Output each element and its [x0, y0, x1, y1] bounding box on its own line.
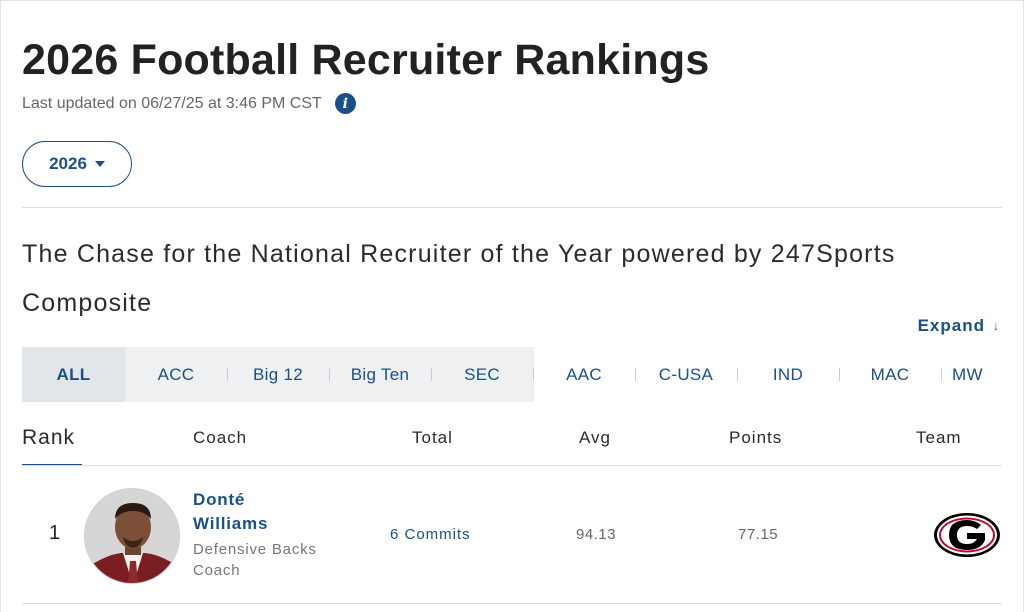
- tab-separator: [839, 368, 840, 381]
- tab-separator: [533, 368, 534, 381]
- tab-separator: [737, 368, 738, 381]
- tab-big-ten[interactable]: Big Ten: [350, 364, 410, 384]
- tab-separator: [635, 368, 636, 381]
- tab-separator: [227, 368, 228, 381]
- tab-ind[interactable]: IND: [772, 364, 804, 384]
- conference-tabs: ALL ACC Big 12 Big Ten SEC AAC C-USA IND…: [22, 347, 1002, 402]
- header-coach: Coach: [193, 428, 248, 447]
- header-team: Team: [916, 428, 962, 447]
- tab-separator: [941, 368, 942, 381]
- header-points[interactable]: Points: [729, 428, 783, 447]
- tab-mw[interactable]: MW: [952, 364, 983, 384]
- coach-name-link[interactable]: Donté Williams: [193, 490, 269, 533]
- commits-link[interactable]: 6 Commits: [390, 526, 471, 543]
- tab-separator: [431, 368, 432, 381]
- table-row: 1 Donté Williams Defensive Backs Coach 6…: [22, 466, 1002, 603]
- tab-big-12[interactable]: Big 12: [252, 364, 303, 384]
- tab-aac[interactable]: AAC: [566, 364, 602, 384]
- tab-mac[interactable]: MAC: [870, 364, 910, 384]
- divider: [22, 603, 1002, 604]
- tab-c-usa[interactable]: C-USA: [658, 364, 714, 384]
- avg-value: 94.13: [576, 526, 617, 543]
- row-rank: 1: [49, 522, 61, 544]
- info-icon[interactable]: i: [334, 93, 356, 114]
- expand-label: Expand: [917, 316, 985, 335]
- page-title: 2026 Football Recruiter Rankings: [22, 36, 710, 84]
- header-total[interactable]: Total: [412, 428, 453, 447]
- divider: [22, 207, 1002, 208]
- caret-down-icon: [94, 161, 105, 167]
- expand-link[interactable]: Expand ↓: [918, 316, 1000, 336]
- table-header: Rank Coach Total Avg Points Team: [22, 420, 1002, 466]
- section-title: The Chase for the National Recruiter of …: [22, 240, 896, 317]
- coach-role: Defensive Backs Coach: [193, 541, 317, 579]
- year-select[interactable]: 2026: [22, 141, 132, 187]
- header-rank[interactable]: Rank: [22, 426, 76, 449]
- tab-separator: [329, 368, 330, 381]
- year-select-value: 2026: [49, 154, 87, 173]
- tab-acc[interactable]: ACC: [157, 364, 195, 384]
- avatar[interactable]: [84, 488, 180, 584]
- last-updated: Last updated on 06/27/25 at 3:46 PM CST …: [22, 93, 356, 114]
- header-avg[interactable]: Avg: [579, 428, 611, 447]
- coach-photo: [85, 489, 179, 583]
- last-updated-text: Last updated on 06/27/25 at 3:46 PM CST: [22, 94, 322, 112]
- georgia-g-logo[interactable]: [933, 512, 1001, 558]
- arrow-down-icon: ↓: [993, 319, 1000, 333]
- points-value: 77.15: [738, 526, 779, 543]
- tab-all[interactable]: ALL: [22, 347, 125, 402]
- divider: [22, 465, 1002, 466]
- tab-sec[interactable]: SEC: [464, 364, 500, 384]
